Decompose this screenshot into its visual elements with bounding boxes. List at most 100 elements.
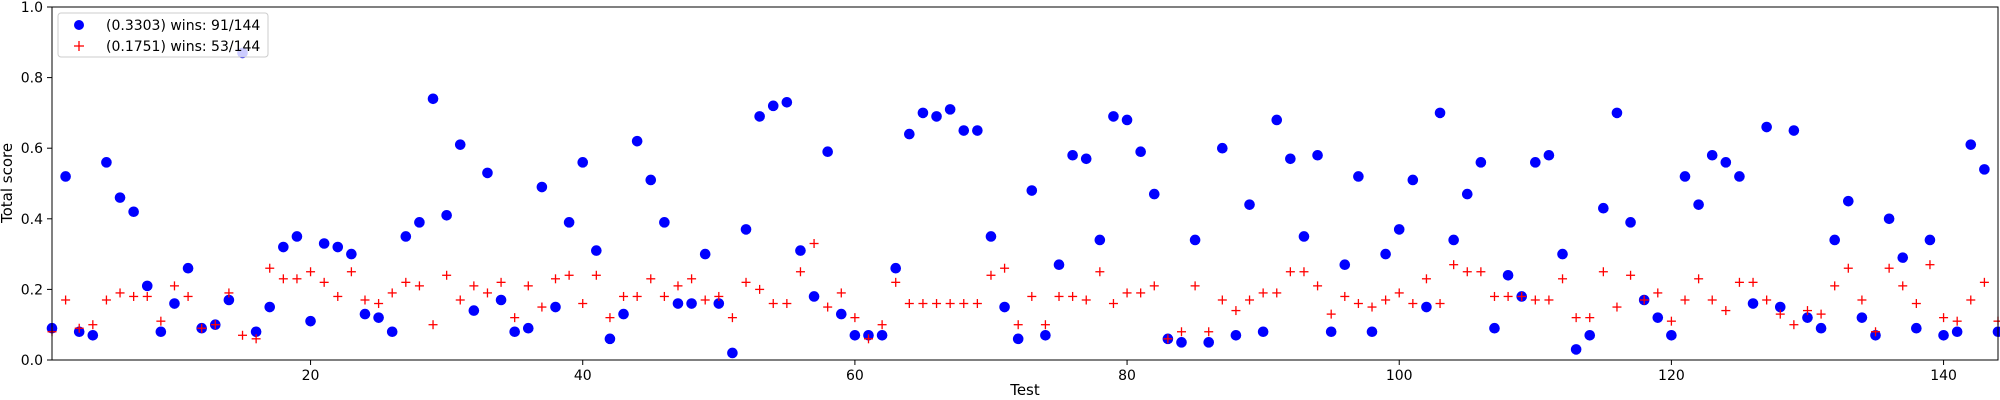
y-tick-label: 0.0 (21, 353, 43, 369)
data-point (1313, 281, 1323, 291)
data-point (1040, 320, 1050, 330)
data-point (454, 139, 466, 150)
data-point (1095, 267, 1105, 277)
data-point (1571, 313, 1581, 323)
data-point (1298, 231, 1310, 242)
data-point (1639, 295, 1649, 305)
data-point (74, 323, 84, 333)
data-point (836, 288, 846, 298)
data-point (1299, 267, 1309, 277)
data-point (333, 291, 343, 301)
legend-label-series-2: (0.1751) wins: 53/144 (106, 39, 260, 55)
data-point (374, 299, 384, 309)
data-point (319, 277, 329, 287)
data-point (1734, 277, 1744, 287)
data-point (278, 274, 288, 284)
y-tick-label: 0.4 (21, 212, 43, 228)
data-point (386, 326, 398, 338)
data-point (795, 245, 806, 256)
data-point (1829, 234, 1840, 246)
data-point (536, 181, 548, 193)
data-point (1434, 107, 1446, 119)
data-point (387, 288, 397, 298)
data-point (890, 262, 902, 274)
data-point (1884, 263, 1894, 273)
data-point (986, 270, 996, 280)
data-point (264, 301, 276, 313)
data-point (632, 291, 642, 301)
data-point (944, 104, 956, 115)
data-point (1326, 309, 1336, 319)
data-point (318, 238, 330, 249)
data-point (754, 111, 765, 122)
data-point (1883, 213, 1895, 225)
data-point (1108, 299, 1118, 309)
data-point (808, 291, 820, 302)
data-point (1381, 295, 1391, 305)
data-point (1122, 288, 1132, 298)
x-axis: 20 40 60 80 100 120 140 (302, 360, 1957, 384)
data-point (591, 270, 601, 280)
data-point (1136, 288, 1146, 298)
x-tick-label: 40 (574, 368, 592, 384)
data-point (768, 299, 778, 309)
data-point (999, 301, 1010, 313)
data-point (1217, 295, 1227, 305)
data-point (1068, 291, 1078, 301)
data-point (88, 320, 98, 330)
data-point (1176, 327, 1186, 337)
data-point (251, 334, 261, 344)
data-point (400, 231, 412, 242)
data-point (101, 157, 112, 168)
data-point (87, 329, 99, 341)
data-point (114, 192, 126, 203)
data-point (156, 316, 166, 326)
data-point (822, 146, 833, 158)
data-point (618, 308, 629, 320)
legend-box (57, 12, 269, 58)
data-point (850, 313, 860, 323)
data-point (550, 301, 561, 313)
data-point (1353, 299, 1363, 309)
x-tick-label: 80 (1118, 368, 1136, 384)
plot-frame (51, 6, 1999, 361)
data-point (781, 97, 793, 108)
legend-marker-series-2 (74, 41, 84, 51)
data-point (305, 315, 316, 327)
data-point (414, 281, 424, 291)
data-point (1843, 195, 1854, 207)
data-point (1149, 281, 1159, 291)
data-point (468, 305, 480, 316)
data-point (278, 241, 289, 253)
data-point (1353, 171, 1364, 182)
data-point (210, 320, 220, 330)
data-point (959, 299, 969, 309)
data-point (1503, 291, 1513, 301)
data-point (1257, 326, 1269, 338)
data-point (1027, 291, 1037, 301)
data-point (755, 284, 765, 294)
data-point (1530, 157, 1541, 168)
data-point (932, 299, 942, 309)
data-point (1789, 320, 1799, 330)
data-point (1543, 149, 1555, 161)
x-tick-label: 60 (846, 368, 864, 384)
data-point (522, 322, 534, 334)
data-point (1897, 252, 1909, 263)
data-point (1951, 326, 1963, 338)
data-point (509, 326, 520, 338)
data-point (183, 291, 193, 301)
data-point (1652, 312, 1664, 323)
data-point (60, 171, 71, 182)
data-point (469, 281, 479, 291)
data-point (1666, 316, 1676, 326)
data-point (401, 277, 411, 287)
data-point (795, 267, 805, 277)
data-point (1176, 337, 1187, 348)
data-point (1148, 188, 1160, 200)
data-point (1557, 248, 1568, 260)
data-point (1952, 316, 1962, 326)
data-point (1856, 312, 1868, 323)
data-point (631, 135, 643, 147)
data-point (835, 308, 847, 320)
